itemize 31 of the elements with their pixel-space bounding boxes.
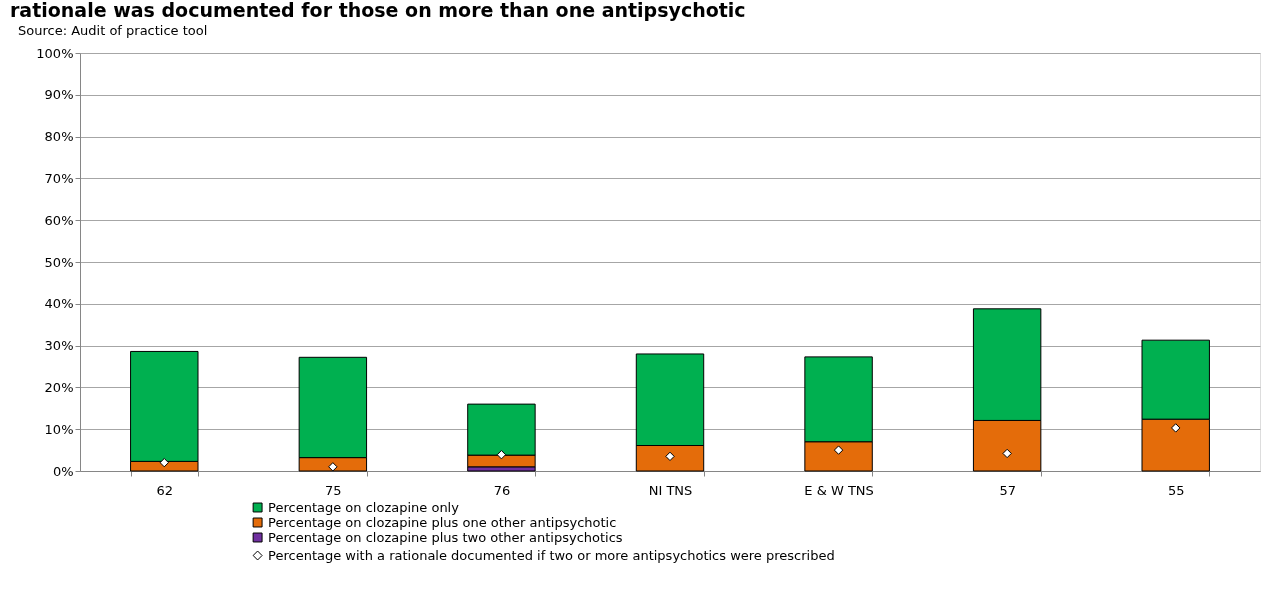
y-tick-label: 60% [44, 212, 74, 228]
chart-title: rationale was documented for those on more than one antipsychotic [10, 0, 746, 21]
point [496, 450, 507, 460]
x-tick-label: 75 [325, 482, 342, 498]
y-tick-label: 0% [52, 463, 74, 479]
legend-label: Percentage on clozapine plus two other antipsychotics [268, 529, 623, 545]
point [328, 462, 338, 472]
x-tick-label: 55 [1167, 482, 1185, 498]
point [1002, 448, 1012, 459]
y-tick-label: 40% [44, 296, 74, 312]
y-tick-label: 10% [44, 421, 74, 437]
legend-label: Percentage on clozapine plus one other antipsychotic [268, 514, 617, 530]
x-tick-label: NI TNS [648, 482, 693, 498]
legend-label: Percentage with a rationale documented if two or more antipsychotics were prescribed [268, 547, 835, 563]
y-tick-label: 70% [44, 170, 74, 186]
y-tick-label: 90% [44, 87, 74, 103]
y-tick-label: 80% [44, 129, 74, 145]
x-tick-label: E & W TNS [804, 482, 874, 498]
source-note: Source: Audit of practice tool [18, 23, 208, 38]
x-tick-label: 62 [156, 482, 174, 498]
point [665, 451, 675, 462]
x-tick-label: 57 [999, 482, 1016, 498]
point [833, 445, 844, 455]
y-tick-label: 30% [44, 338, 74, 354]
legend-label: Percentage on clozapine only [268, 499, 460, 515]
point [159, 457, 169, 468]
x-tick-label: 76 [493, 482, 511, 498]
y-tick-label: 100% [36, 45, 74, 61]
y-tick-label: 20% [44, 379, 74, 395]
point [1171, 423, 1181, 433]
y-tick-label: 50% [44, 254, 74, 270]
